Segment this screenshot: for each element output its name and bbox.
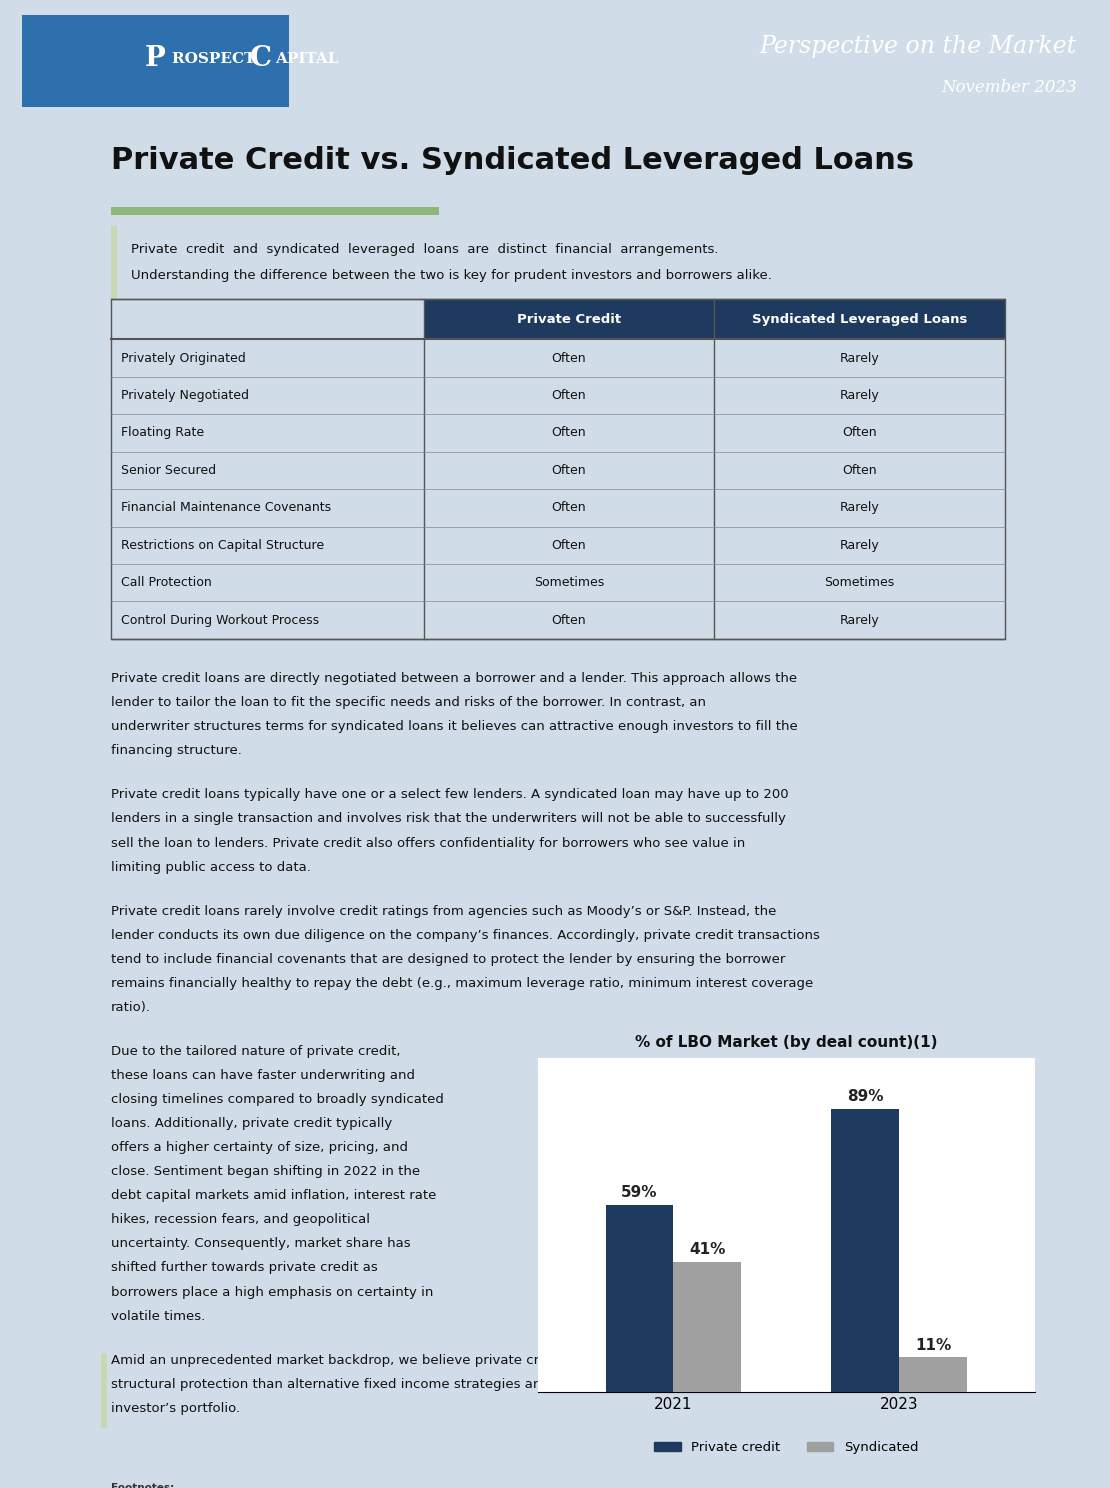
Text: Often: Often [552, 464, 586, 478]
Text: financing structure.: financing structure. [111, 744, 242, 757]
Text: Restrictions on Capital Structure: Restrictions on Capital Structure [121, 539, 324, 552]
Text: offers a higher certainty of size, pricing, and: offers a higher certainty of size, prici… [111, 1141, 407, 1155]
Legend: Private credit, Syndicated: Private credit, Syndicated [649, 1436, 924, 1460]
Text: underwriter structures terms for syndicated loans it believes can attractive eno: underwriter structures terms for syndica… [111, 720, 797, 734]
Text: lenders in a single transaction and involves risk that the underwriters will not: lenders in a single transaction and invo… [111, 812, 786, 826]
Bar [831, 1109, 899, 1393]
Text: ROSPECT: ROSPECT [172, 52, 261, 65]
Text: Amid an unprecedented market backdrop, we believe private credit continues to of: Amid an unprecedented market backdrop, w… [111, 1354, 821, 1366]
Text: borrowers place a high emphasis on certainty in: borrowers place a high emphasis on certa… [111, 1286, 433, 1299]
Bar [714, 299, 1005, 339]
Text: Often: Often [552, 613, 586, 626]
Text: Senior Secured: Senior Secured [121, 464, 215, 478]
Text: volatile times.: volatile times. [111, 1309, 205, 1323]
Text: remains financially healthy to repay the debt (e.g., maximum leverage ratio, min: remains financially healthy to repay the… [111, 976, 813, 990]
Text: Sometimes: Sometimes [534, 576, 604, 589]
Text: Rarely: Rarely [839, 539, 879, 552]
Text: 11%: 11% [915, 1338, 951, 1353]
Text: ratio).: ratio). [111, 1001, 151, 1013]
Text: investor’s portfolio.: investor’s portfolio. [111, 1402, 240, 1415]
Bar [111, 226, 117, 299]
Bar [899, 1357, 967, 1393]
Text: Syndicated Leveraged Loans: Syndicated Leveraged Loans [751, 312, 967, 326]
Bar [606, 1205, 674, 1393]
Text: sell the loan to lenders. Private credit also offers confidentiality for borrowe: sell the loan to lenders. Private credit… [111, 836, 745, 850]
Text: shifted further towards private credit as: shifted further towards private credit a… [111, 1262, 377, 1274]
Text: Sometimes: Sometimes [825, 576, 895, 589]
Text: loans. Additionally, private credit typically: loans. Additionally, private credit typi… [111, 1117, 392, 1131]
Text: Control During Workout Process: Control During Workout Process [121, 613, 319, 626]
Text: limiting public access to data.: limiting public access to data. [111, 860, 311, 873]
Text: 59%: 59% [622, 1184, 658, 1199]
Text: Footnotes:: Footnotes: [111, 1484, 174, 1488]
Text: Private credit loans typically have one or a select few lenders. A syndicated lo: Private credit loans typically have one … [111, 789, 788, 802]
Text: Private credit loans are directly negotiated between a borrower and a lender. Th: Private credit loans are directly negoti… [111, 673, 797, 684]
Text: APITAL: APITAL [275, 52, 339, 65]
Text: Private  credit  and  syndicated  leveraged  loans  are  distinct  financial  ar: Private credit and syndicated leveraged … [131, 243, 718, 256]
Text: Privately Negotiated: Privately Negotiated [121, 388, 249, 402]
Text: Often: Often [552, 351, 586, 365]
Text: Often: Often [552, 539, 586, 552]
Text: these loans can have faster underwriting and: these loans can have faster underwriting… [111, 1068, 415, 1082]
Text: Private credit loans rarely involve credit ratings from agencies such as Moody’s: Private credit loans rarely involve cred… [111, 905, 776, 918]
Text: lender conducts its own due diligence on the company’s finances. Accordingly, pr: lender conducts its own due diligence on… [111, 929, 819, 942]
Text: Perspective on the Market: Perspective on the Market [759, 34, 1077, 58]
Text: Often: Often [842, 464, 877, 478]
Text: Private Credit vs. Syndicated Leveraged Loans: Private Credit vs. Syndicated Leveraged … [111, 146, 914, 174]
Title: % of LBO Market (by deal count)(1): % of LBO Market (by deal count)(1) [635, 1036, 938, 1051]
Bar [424, 299, 714, 339]
Text: Often: Often [552, 388, 586, 402]
Bar [674, 1262, 741, 1393]
Text: Rarely: Rarely [839, 351, 879, 365]
Text: tend to include financial covenants that are designed to protect the lender by e: tend to include financial covenants that… [111, 952, 785, 966]
Bar [111, 299, 1005, 638]
Text: Often: Often [552, 501, 586, 515]
Text: Understanding the difference between the two is key for prudent investors and bo: Understanding the difference between the… [131, 269, 771, 281]
Text: uncertainty. Consequently, market share has: uncertainty. Consequently, market share … [111, 1238, 411, 1250]
Text: Often: Often [552, 427, 586, 439]
Text: P: P [145, 45, 165, 71]
Text: structural protection than alternative fixed income strategies and is a critical: structural protection than alternative f… [111, 1378, 743, 1391]
Text: Often: Often [842, 427, 877, 439]
Text: Floating Rate: Floating Rate [121, 427, 204, 439]
Text: Due to the tailored nature of private credit,: Due to the tailored nature of private cr… [111, 1045, 401, 1058]
Text: Private Credit: Private Credit [517, 312, 620, 326]
Text: Rarely: Rarely [839, 501, 879, 515]
Text: Rarely: Rarely [839, 388, 879, 402]
Text: C: C [250, 45, 272, 71]
Text: Financial Maintenance Covenants: Financial Maintenance Covenants [121, 501, 331, 515]
Text: hikes, recession fears, and geopolitical: hikes, recession fears, and geopolitical [111, 1213, 370, 1226]
Text: Privately Originated: Privately Originated [121, 351, 245, 365]
Text: 89%: 89% [847, 1089, 884, 1104]
Text: debt capital markets amid inflation, interest rate: debt capital markets amid inflation, int… [111, 1189, 436, 1202]
Text: 41%: 41% [689, 1242, 726, 1257]
Text: Call Protection: Call Protection [121, 576, 211, 589]
FancyBboxPatch shape [22, 15, 289, 107]
Bar [111, 207, 438, 216]
Text: Rarely: Rarely [839, 613, 879, 626]
Text: close. Sentiment began shifting in 2022 in the: close. Sentiment began shifting in 2022 … [111, 1165, 420, 1178]
Text: November 2023: November 2023 [941, 79, 1077, 97]
Text: closing timelines compared to broadly syndicated: closing timelines compared to broadly sy… [111, 1094, 444, 1106]
Bar [101, 1354, 107, 1439]
Text: lender to tailor the loan to fit the specific needs and risks of the borrower. I: lender to tailor the loan to fit the spe… [111, 696, 706, 710]
